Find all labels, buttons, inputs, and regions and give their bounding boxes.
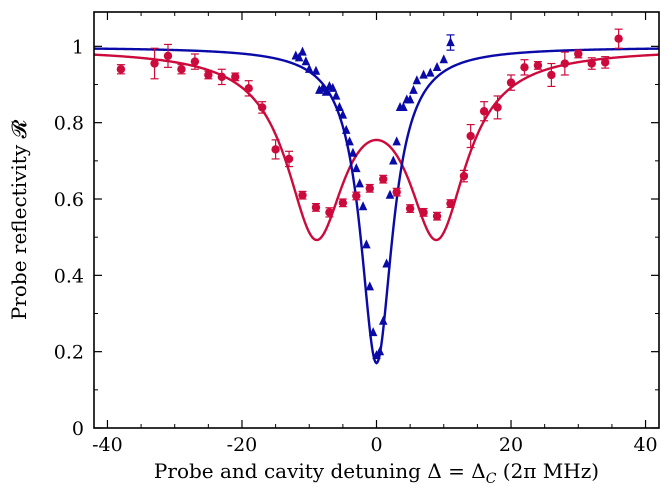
red-data-point: [574, 49, 583, 59]
blue-data-point: [426, 67, 435, 77]
data-points: [116, 28, 623, 360]
red-data-point: [600, 58, 610, 67]
x-tick-label: 20: [499, 434, 523, 456]
y-tick-label: 0.6: [54, 189, 84, 211]
blue-data-point: [321, 86, 331, 96]
blue-data-point: [335, 102, 344, 112]
red-data-point: [614, 34, 623, 43]
blue-data-point: [382, 258, 391, 268]
red-data-point: [271, 145, 280, 154]
blue-data-point: [328, 82, 338, 92]
red-data-point: [405, 204, 415, 213]
blue-data-point: [439, 54, 449, 64]
red-data-point: [379, 174, 388, 184]
red-data-point: [365, 184, 374, 193]
y-tick-label: 1: [72, 36, 84, 58]
red-data-point: [466, 131, 475, 141]
blue-data-point: [378, 315, 388, 325]
blue-data-point: [392, 136, 401, 146]
red-data-point: [338, 198, 348, 208]
x-tick-label: -40: [92, 434, 123, 456]
blue-data-point: [409, 84, 418, 94]
blue-data-point: [348, 147, 358, 157]
blue-data-point: [338, 109, 348, 119]
blue-data-point: [345, 136, 354, 146]
red-data-point: [257, 103, 267, 112]
y-axis-label: Probe reflectivity 𝓡: [7, 120, 31, 321]
x-tick-label: -20: [227, 434, 258, 456]
axes: -40 -20 0 20 40 0 0.2 0.4 0.6 0.8 1: [54, 12, 659, 456]
blue-data-point: [304, 63, 314, 73]
x-tick-label: 40: [633, 434, 657, 456]
red-data-point: [244, 84, 253, 93]
red-data-point: [284, 154, 294, 164]
red-fit-curve: [93, 53, 660, 242]
blue-data-point: [352, 163, 361, 173]
red-data-point: [506, 78, 516, 87]
blue-data-point: [294, 52, 304, 62]
red-data-point: [459, 171, 469, 181]
blue-data-point: [389, 155, 398, 165]
x-tick-label: 0: [370, 434, 382, 456]
red-data-point: [311, 203, 321, 212]
red-data-point: [560, 59, 570, 68]
red-data-point: [547, 70, 556, 80]
red-data-point: [479, 107, 489, 116]
red-data-point: [217, 72, 226, 82]
blue-data-point: [419, 69, 428, 79]
red-data-point: [204, 70, 213, 80]
red-data-point: [533, 61, 543, 70]
blue-data-point: [341, 124, 351, 134]
blue-data-point: [362, 239, 371, 249]
blue-data-point: [399, 102, 408, 112]
red-data-point: [177, 65, 186, 74]
red-data-point: [446, 199, 455, 208]
blue-data-point: [301, 56, 311, 66]
red-data-point: [392, 187, 401, 197]
red-data-point: [352, 191, 361, 201]
red-data-point: [520, 63, 529, 72]
blue-data-point: [412, 75, 422, 85]
blue-data-point: [311, 65, 321, 75]
red-data-point: [150, 59, 159, 68]
blue-fit-curve: [93, 47, 660, 365]
red-data-point: [163, 51, 173, 61]
red-data-point: [432, 211, 442, 221]
x-axis-label: Probe and cavity detuning Δ = ΔC (2π MHz…: [154, 459, 599, 487]
red-data-point: [116, 65, 126, 74]
y-tick-label: 0.2: [54, 342, 84, 364]
red-data-point: [493, 103, 502, 112]
fit-curves: [93, 47, 660, 365]
red-data-point: [190, 57, 200, 66]
blue-data-point: [375, 346, 385, 356]
blue-data-point: [432, 61, 442, 71]
red-data-point: [298, 190, 307, 200]
red-data-point: [325, 208, 334, 217]
blue-data-point: [331, 90, 341, 100]
red-data-point: [587, 59, 596, 68]
blue-data-point: [358, 201, 368, 211]
y-tick-label: 0: [72, 418, 84, 440]
blue-data-point: [368, 327, 378, 337]
blue-data-point: [446, 37, 455, 47]
y-tick-label: 0.4: [54, 265, 84, 287]
y-tick-label: 0.8: [54, 113, 84, 135]
blue-data-point: [405, 94, 415, 104]
blue-data-point: [365, 281, 375, 291]
blue-data-point: [298, 46, 307, 56]
blue-data-point: [355, 178, 364, 188]
red-data-point: [231, 72, 240, 82]
red-data-point: [419, 208, 428, 217]
blue-data-point: [385, 189, 395, 199]
